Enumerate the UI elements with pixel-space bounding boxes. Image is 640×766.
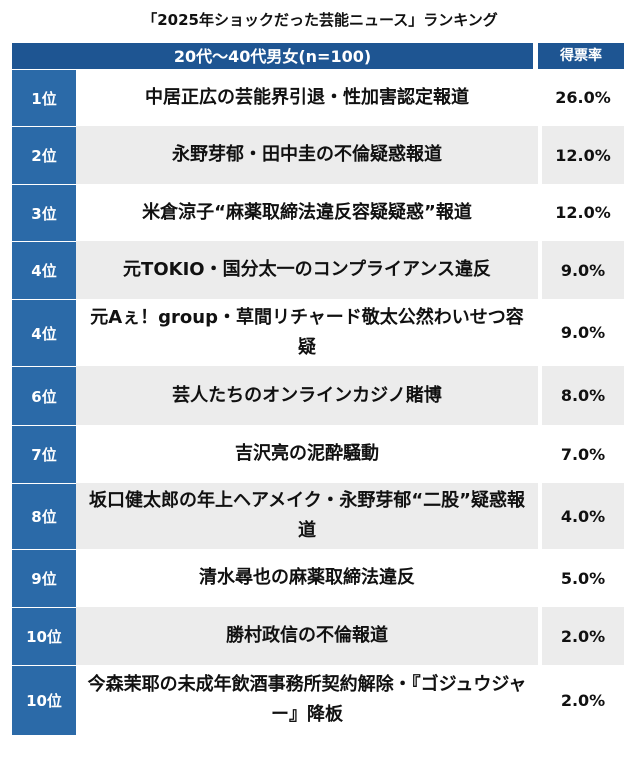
rank-cell: 10位 [12, 665, 76, 735]
table-row: 6位 芸人たちのオンラインカジノ賭博 8.0% [12, 366, 624, 425]
table-row: 4位 元Aぇ！group・草間リチャード敬太公然わいせつ容疑 9.0% [12, 299, 624, 366]
news-title-cell: 今森茉耶の未成年飲酒事務所契約解除・『ゴジュウジャー』降板 [76, 665, 538, 735]
table-row: 8位 坂口健太郎の年上ヘアメイク・永野芽郁“二股”疑惑報道 4.0% [12, 483, 624, 549]
table-row: 7位 吉沢亮の泥酔騒動 7.0% [12, 425, 624, 483]
chart-title: 「2025年ショックだった芸能ニュース」ランキング [142, 11, 498, 29]
vote-rate-cell: 4.0% [538, 483, 624, 549]
rank-cell: 7位 [12, 425, 76, 483]
header-respondent-group: 20代〜40代男女(n=100) [12, 43, 533, 70]
table-row: 10位 今森茉耶の未成年飲酒事務所契約解除・『ゴジュウジャー』降板 2.0% [12, 665, 624, 735]
news-title-cell: 清水尋也の麻薬取締法違反 [76, 549, 538, 607]
rank-cell: 4位 [12, 299, 76, 366]
news-title-cell: 米倉涼子“麻薬取締法違反容疑疑惑”報道 [76, 184, 538, 241]
rank-cell: 6位 [12, 366, 76, 425]
vote-rate-cell: 7.0% [538, 425, 624, 483]
news-title-cell: 中居正広の芸能界引退・性加害認定報道 [76, 69, 538, 126]
rank-cell: 2位 [12, 126, 76, 184]
vote-rate-cell: 5.0% [538, 549, 624, 607]
table-row: 3位 米倉涼子“麻薬取締法違反容疑疑惑”報道 12.0% [12, 184, 624, 241]
table-row: 2位 永野芽郁・田中圭の不倫疑惑報道 12.0% [12, 126, 624, 184]
vote-rate-cell: 9.0% [538, 299, 624, 366]
news-title-cell: 永野芽郁・田中圭の不倫疑惑報道 [76, 126, 538, 184]
news-title-cell: 芸人たちのオンラインカジノ賭博 [76, 366, 538, 425]
rank-cell: 8位 [12, 483, 76, 549]
table-row: 4位 元TOKIO・国分太一のコンプライアンス違反 9.0% [12, 241, 624, 299]
vote-rate-cell: 8.0% [538, 366, 624, 425]
vote-rate-cell: 12.0% [538, 184, 624, 241]
news-title-cell: 坂口健太郎の年上ヘアメイク・永野芽郁“二股”疑惑報道 [76, 483, 538, 549]
news-title-cell: 吉沢亮の泥酔騒動 [76, 425, 538, 483]
vote-rate-cell: 9.0% [538, 241, 624, 299]
rank-cell: 1位 [12, 69, 76, 126]
news-title-cell: 元TOKIO・国分太一のコンプライアンス違反 [76, 241, 538, 299]
vote-rate-cell: 26.0% [538, 69, 624, 126]
vote-rate-cell: 2.0% [538, 607, 624, 665]
table-row: 9位 清水尋也の麻薬取締法違反 5.0% [12, 549, 624, 607]
vote-rate-cell: 2.0% [538, 665, 624, 735]
rank-cell: 9位 [12, 549, 76, 607]
header-vote-rate: 得票率 [538, 43, 624, 70]
table-row: 1位 中居正広の芸能界引退・性加害認定報道 26.0% [12, 69, 624, 126]
rank-cell: 10位 [12, 607, 76, 665]
table-row: 10位 勝村政信の不倫報道 2.0% [12, 607, 624, 665]
rank-cell: 3位 [12, 184, 76, 241]
news-title-cell: 元Aぇ！group・草間リチャード敬太公然わいせつ容疑 [76, 299, 538, 366]
vote-rate-cell: 12.0% [538, 126, 624, 184]
news-title-cell: 勝村政信の不倫報道 [76, 607, 538, 665]
rank-cell: 4位 [12, 241, 76, 299]
